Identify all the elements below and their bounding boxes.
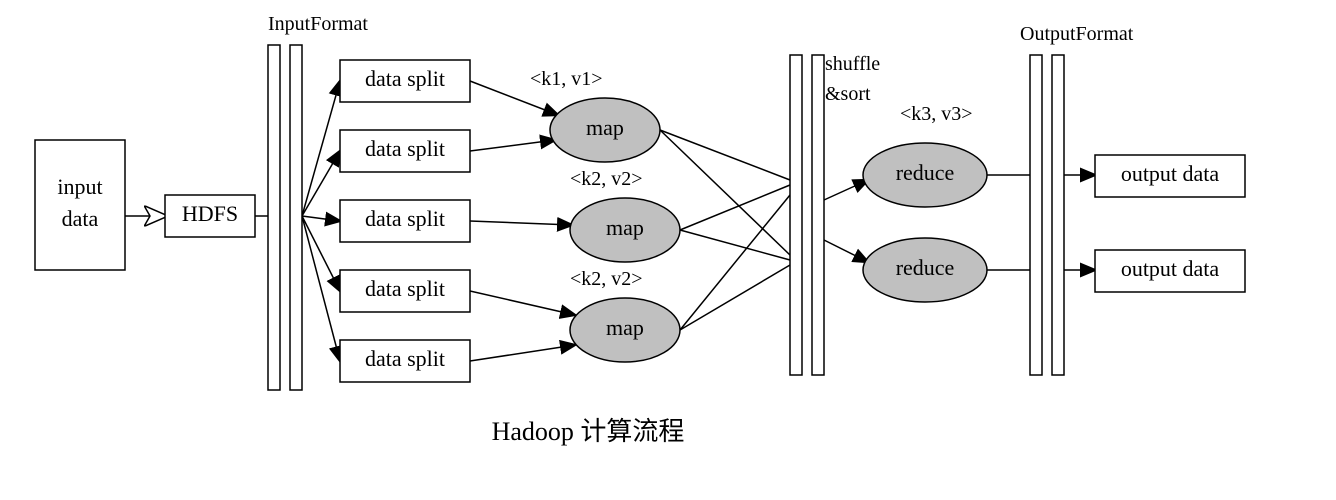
- hdfs-label: HDFS: [182, 201, 238, 226]
- edge-3: [302, 151, 340, 216]
- input_data-label2: data: [62, 206, 99, 231]
- inputformat_bar1: [268, 45, 280, 390]
- edge-10: [470, 291, 575, 315]
- input_data: [35, 140, 125, 270]
- outputformat_header: OutputFormat: [1020, 23, 1134, 45]
- split1-label: data split: [365, 66, 445, 91]
- split2-label: data split: [365, 136, 445, 161]
- edge-15: [680, 230, 790, 260]
- kv2: <k2, v2>: [570, 168, 643, 190]
- edge-18: [824, 180, 868, 200]
- map1-label: map: [586, 115, 624, 140]
- edge-2: [302, 81, 340, 216]
- edge-6: [302, 216, 340, 361]
- kv1: <k1, v1>: [530, 68, 603, 90]
- map3-label: map: [606, 315, 644, 340]
- split5-label: data split: [365, 346, 445, 371]
- edge-16: [680, 195, 790, 330]
- diagram-title: Hadoop 计算流程: [492, 417, 685, 446]
- outputformat_bar1: [1030, 55, 1042, 375]
- edge-11: [470, 345, 575, 361]
- split4-label: data split: [365, 276, 445, 301]
- input_data-label1: input: [57, 174, 102, 199]
- inputformat_bar2: [290, 45, 302, 390]
- kv4: <k3, v3>: [900, 103, 973, 125]
- reduce1-label: reduce: [896, 160, 955, 185]
- edge-4: [302, 216, 340, 221]
- outputformat_bar2: [1052, 55, 1064, 375]
- edge-9: [470, 221, 572, 225]
- outdata2-label: output data: [1121, 256, 1220, 281]
- map2-label: map: [606, 215, 644, 240]
- hadoop-flow-diagram: input data HDFS InputFormat data split data s…: [0, 0, 1336, 500]
- shuffle_bar1: [790, 55, 802, 375]
- edge-19: [824, 240, 868, 262]
- split3-label: data split: [365, 206, 445, 231]
- edge-12: [660, 130, 790, 180]
- edge-14: [680, 185, 790, 230]
- inputformat_header: InputFormat: [268, 13, 368, 35]
- reduce2-label: reduce: [896, 255, 955, 280]
- edge-5: [302, 216, 340, 291]
- shuffle_label1: shuffle: [825, 53, 880, 75]
- edge-17: [680, 265, 790, 330]
- shuffle_bar2: [812, 55, 824, 375]
- edge-8: [470, 140, 555, 151]
- outdata1-label: output data: [1121, 161, 1220, 186]
- kv3: <k2, v2>: [570, 268, 643, 290]
- shuffle_label2: &sort: [825, 83, 871, 105]
